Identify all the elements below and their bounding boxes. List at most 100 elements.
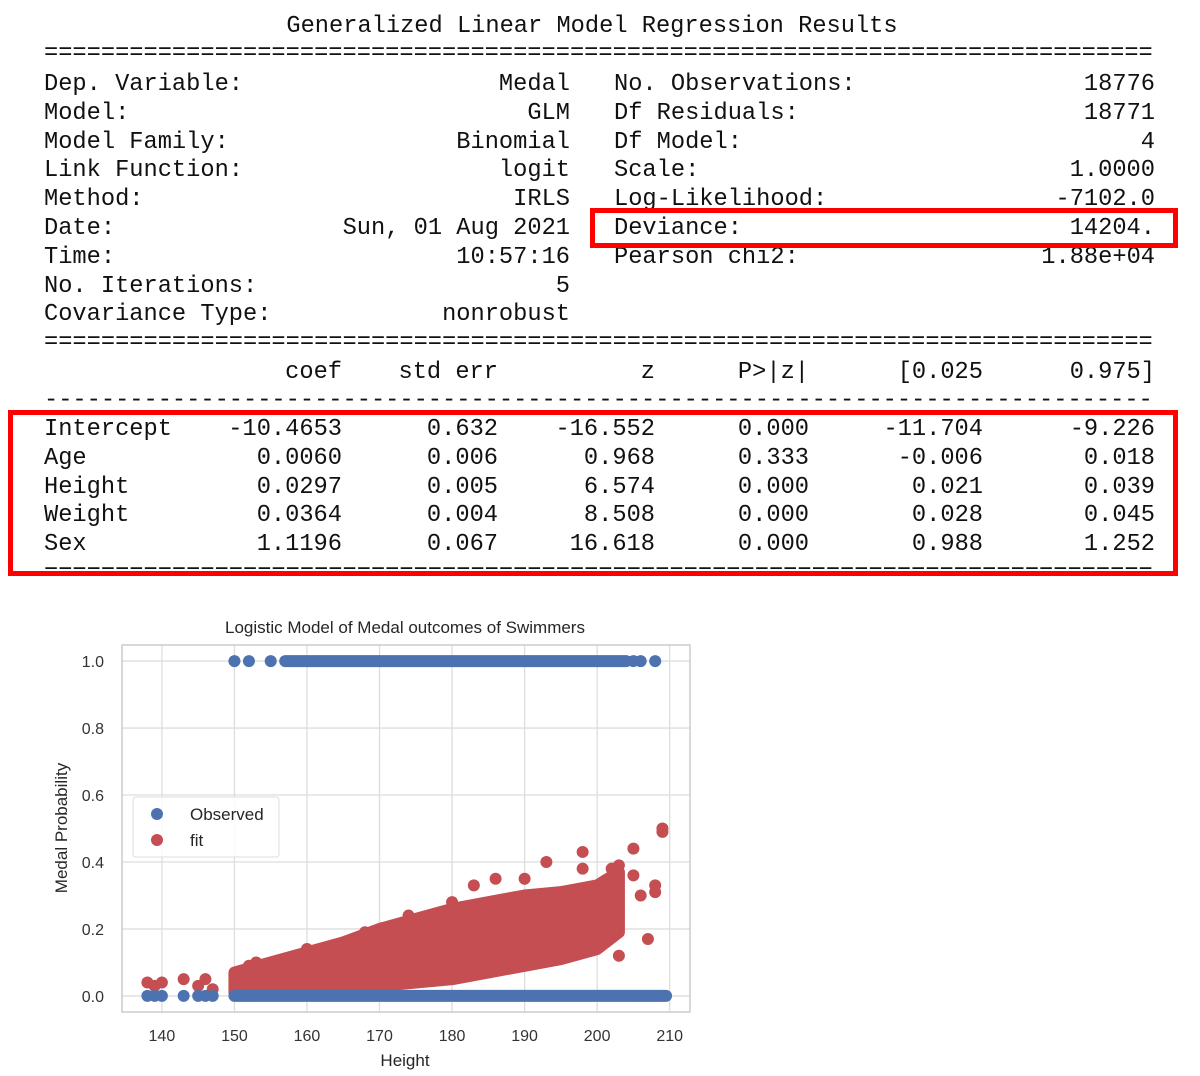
cell-value: 0.067 [426,531,498,559]
logistic-chart: Logistic Model of Medal outcomes of Swim… [52,618,691,1070]
fit-point [649,886,662,899]
y-axis-label: Medal Probability [52,762,71,893]
summary-label: Time: [44,243,116,271]
observed-point [228,655,241,668]
x-tick-label: 180 [439,1028,466,1045]
legend-marker-observed [151,808,163,820]
fit-point [300,943,313,956]
fit-point [489,872,502,885]
summary-value: nonrobust [442,301,570,329]
observed-point [155,989,168,1002]
cell-value: 0.000 [737,502,809,530]
cell-value: 0.005 [426,473,498,501]
summary-value: 1.88e+04 [1041,243,1155,271]
summary-value: 14204. [1069,215,1155,242]
separator-header: ----------------------------------------… [44,387,1153,414]
fit-point [467,879,480,892]
summary-value: Sun, 01 Aug 2021 [342,215,570,242]
observed-point [177,989,190,1002]
coefficients-highlight-box [8,410,1178,576]
cell-value: 16.618 [569,531,655,559]
fit-point [424,969,437,982]
fit-point [627,842,640,855]
fit-point [576,946,589,959]
fit-point [591,936,604,949]
cell-value: 0.968 [583,444,655,472]
summary-label: Date: [44,215,116,242]
cell-value: -0.006 [897,444,983,472]
fit-point [359,926,372,939]
fit-point [518,872,531,885]
cell-value: 0.632 [426,416,498,443]
fit-point [155,976,168,989]
x-tick-label: 160 [294,1028,321,1045]
fit-point [576,845,589,858]
fit-point [199,973,212,986]
summary-value: IRLS [513,186,570,214]
summary-value: Medal [498,71,570,98]
cell-value: 6.574 [583,473,655,501]
fit-point [634,889,647,902]
fit-point [482,966,495,979]
deviance-highlight-box [590,208,1178,248]
y-tick-label: 0.0 [82,989,104,1006]
cell-value: 0.006 [426,444,498,472]
summary-label: Dep. Variable: [44,71,244,98]
variable-name: Sex [44,531,87,559]
legend-label-fit: fit [190,831,204,850]
summary-label: Link Function: [44,157,244,185]
column-header: std err [398,359,498,386]
y-tick-label: 0.2 [82,922,104,939]
observed-point [242,655,255,668]
cell-value: 0.028 [911,502,983,530]
cell-value: -9.226 [1069,416,1155,443]
cell-value: 0.333 [737,444,809,472]
summary-value: GLM [527,99,570,127]
cell-value: 0.0060 [256,444,342,472]
cell-value: 8.508 [583,502,655,530]
cell-value: 0.000 [737,473,809,501]
cell-value: -16.552 [555,416,655,443]
cell-value: 0.000 [737,531,809,559]
x-tick-label: 140 [149,1028,176,1045]
plot-frame [121,644,691,1013]
fit-point [612,949,625,962]
observed-point [627,655,640,668]
summary-value: Binomial [456,128,570,156]
summary-label: Scale: [614,157,700,185]
cell-value: 1.252 [1083,531,1155,559]
fit-point [612,859,625,872]
fit-point [446,896,459,909]
y-tick-label: 1.0 [82,654,104,671]
x-tick-label: 190 [511,1028,538,1045]
summary-value: 10:57:16 [456,243,570,271]
summary-label: Method: [44,186,144,214]
summary-value: 1.0000 [1069,157,1155,185]
summary-label: Deviance: [614,215,742,242]
summary-label: Covariance Type: [44,301,272,329]
separator-top: ========================================… [44,40,1153,67]
cell-value: 0.018 [1083,444,1155,472]
summary-value: 18776 [1083,71,1155,98]
legend: Observed fit [132,796,280,858]
fit-band [228,866,625,999]
summary-value: logit [498,157,570,185]
fit-point [576,862,589,875]
legend-box [132,796,280,858]
cell-value: 0.000 [737,416,809,443]
y-tick-label: 0.8 [82,721,104,738]
summary-label: Model Family: [44,128,229,156]
chart-title: Logistic Model of Medal outcomes of Swim… [225,618,585,637]
fit-point [402,909,415,922]
summary-label: Df Residuals: [614,99,799,127]
column-header: 0.975] [1069,359,1155,386]
variable-name: Weight [44,502,130,530]
fit-point [656,825,669,838]
fit-point [228,969,241,982]
summary-value: 5 [555,272,570,300]
x-axis-label: Height [380,1051,429,1070]
summary-value: 4 [1140,128,1155,156]
cell-value: 0.045 [1083,502,1155,530]
fit-point [641,933,654,946]
cell-value: 0.0297 [256,473,342,501]
